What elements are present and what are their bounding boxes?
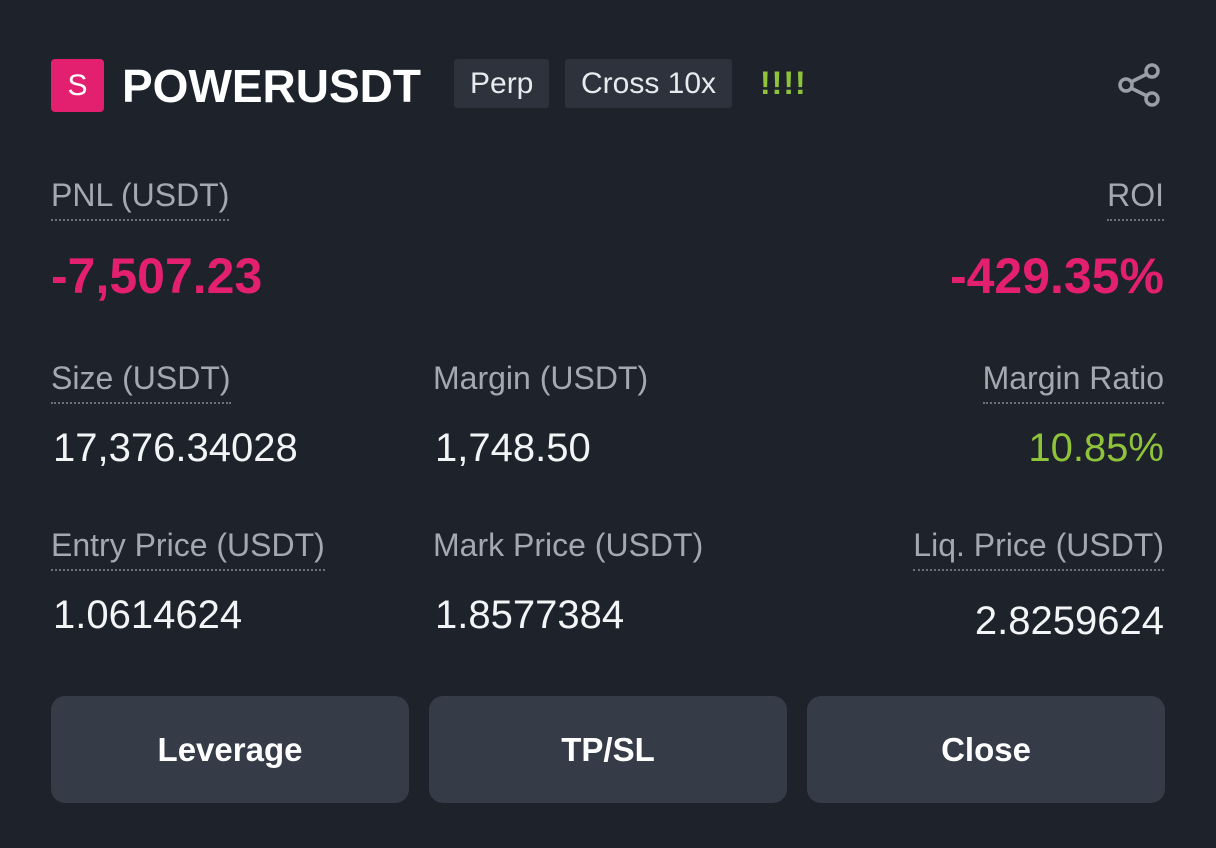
field-label: Margin Ratio: [982, 358, 1164, 404]
field-value: 1.0614624: [53, 593, 243, 637]
symbol: POWERUSDT: [122, 60, 421, 112]
field-value: 1,748.50: [435, 426, 591, 470]
share-icon[interactable]: [1114, 60, 1164, 110]
field-label: Margin (USDT): [433, 360, 649, 396]
field-label: Liq. Price (USDT): [913, 525, 1164, 571]
tpsl-button[interactable]: TP/SL: [429, 696, 787, 803]
tag: Perp: [454, 59, 550, 108]
field-label: Size (USDT): [51, 358, 231, 404]
field-value: 10.85%: [1028, 426, 1164, 470]
pnl-label: PNL (USDT): [51, 175, 230, 221]
field-value: 17,376.34028: [53, 426, 298, 470]
risk-indicator: !!!!: [760, 65, 807, 101]
symbol-icon: S: [51, 59, 104, 112]
leverage-button[interactable]: Leverage: [51, 696, 409, 803]
tag: Cross 10x: [565, 59, 733, 108]
roi-label: ROI: [1107, 175, 1164, 221]
field-label: Mark Price (USDT): [433, 527, 704, 563]
field-label: Entry Price (USDT): [51, 525, 325, 571]
pnl-value: -7,507.23: [51, 248, 263, 304]
roi-value: -429.35%: [949, 248, 1164, 304]
field-value: 1.8577384: [435, 593, 625, 637]
field-value: 2.8259624: [974, 599, 1164, 643]
close-button[interactable]: Close: [807, 696, 1165, 803]
